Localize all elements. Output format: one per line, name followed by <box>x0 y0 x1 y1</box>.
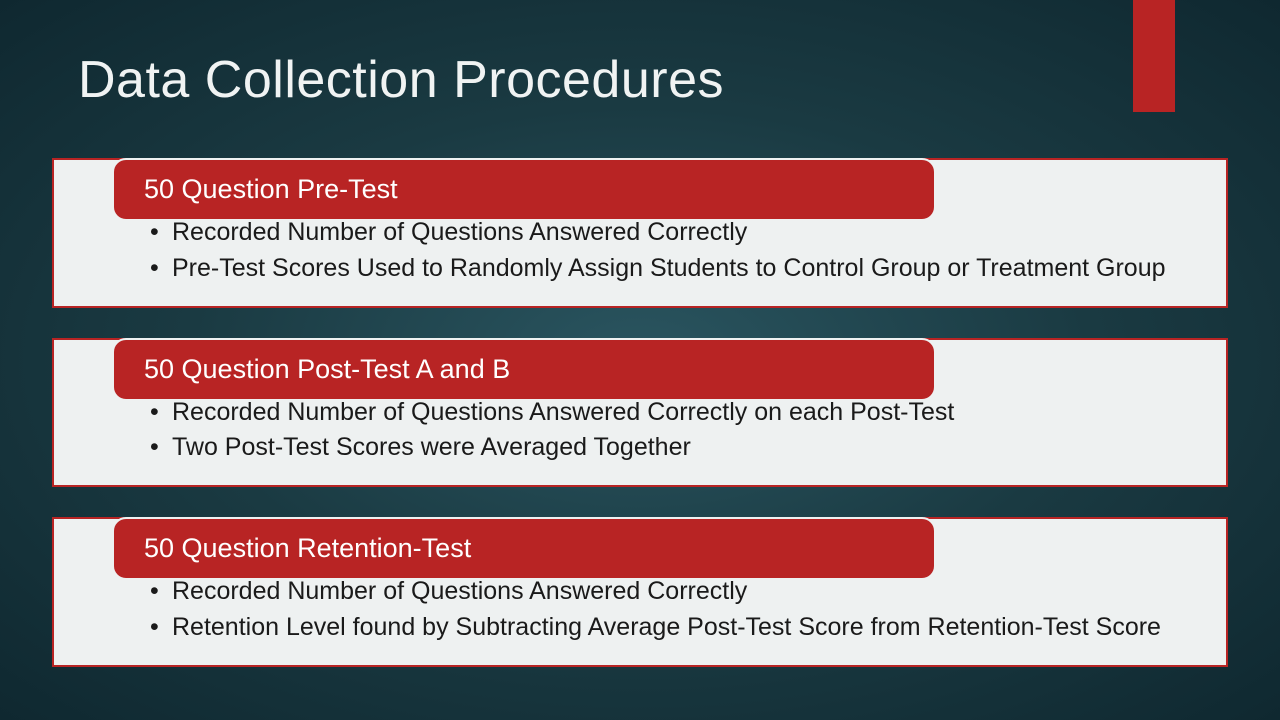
section-post-test: 50 Question Post-Test A and B Recorded N… <box>52 338 1228 488</box>
bullet-item: Two Post-Test Scores were Averaged Toget… <box>172 431 1178 465</box>
bullet-item: Pre-Test Scores Used to Randomly Assign … <box>172 252 1178 286</box>
slide-title: Data Collection Procedures <box>0 0 1280 128</box>
bullet-item: Recorded Number of Questions Answered Co… <box>172 216 1178 250</box>
section-header: 50 Question Pre-Test <box>112 158 936 221</box>
corner-ribbon <box>1133 0 1175 112</box>
section-header: 50 Question Retention-Test <box>112 517 936 580</box>
bullet-item: Recorded Number of Questions Answered Co… <box>172 575 1178 609</box>
section-header: 50 Question Post-Test A and B <box>112 338 936 401</box>
sections-container: 50 Question Pre-Test Recorded Number of … <box>0 158 1280 667</box>
bullet-item: Retention Level found by Subtracting Ave… <box>172 611 1178 645</box>
section-pre-test: 50 Question Pre-Test Recorded Number of … <box>52 158 1228 308</box>
section-retention-test: 50 Question Retention-Test Recorded Numb… <box>52 517 1228 667</box>
bullet-item: Recorded Number of Questions Answered Co… <box>172 396 1178 430</box>
